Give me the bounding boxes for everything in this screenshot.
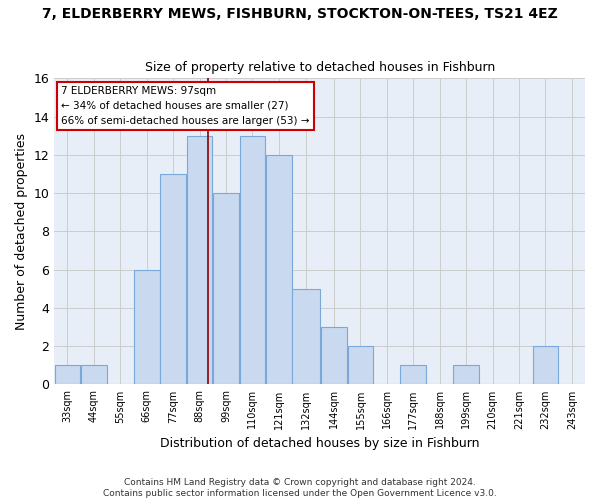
Bar: [187, 136, 212, 384]
Bar: [533, 346, 558, 385]
Bar: [266, 155, 292, 384]
Bar: [134, 270, 160, 384]
Text: Contains HM Land Registry data © Crown copyright and database right 2024.
Contai: Contains HM Land Registry data © Crown c…: [103, 478, 497, 498]
Bar: [55, 366, 80, 384]
Bar: [239, 136, 265, 384]
Bar: [400, 366, 426, 384]
X-axis label: Distribution of detached houses by size in Fishburn: Distribution of detached houses by size …: [160, 437, 479, 450]
Title: Size of property relative to detached houses in Fishburn: Size of property relative to detached ho…: [145, 62, 495, 74]
Bar: [292, 289, 320, 384]
Bar: [160, 174, 186, 384]
Bar: [321, 327, 347, 384]
Text: 7, ELDERBERRY MEWS, FISHBURN, STOCKTON-ON-TEES, TS21 4EZ: 7, ELDERBERRY MEWS, FISHBURN, STOCKTON-O…: [42, 8, 558, 22]
Bar: [347, 346, 373, 385]
Bar: [81, 366, 107, 384]
Y-axis label: Number of detached properties: Number of detached properties: [15, 133, 28, 330]
Bar: [454, 366, 479, 384]
Bar: [213, 193, 239, 384]
Text: 7 ELDERBERRY MEWS: 97sqm
← 34% of detached houses are smaller (27)
66% of semi-d: 7 ELDERBERRY MEWS: 97sqm ← 34% of detach…: [61, 86, 310, 126]
